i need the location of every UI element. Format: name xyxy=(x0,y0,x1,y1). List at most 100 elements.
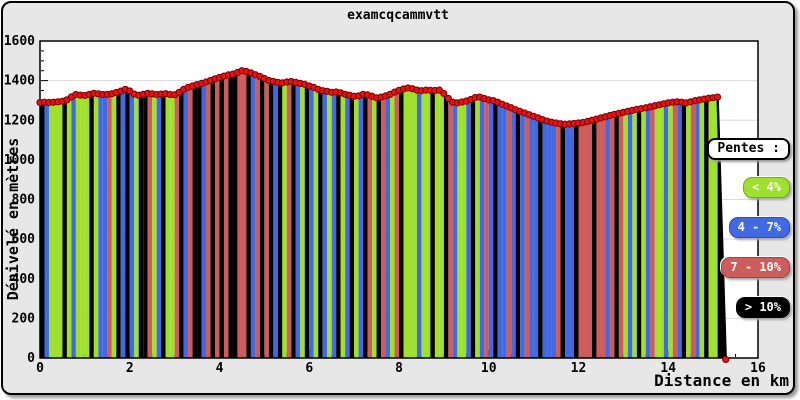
y-tick-label: 1000 xyxy=(4,153,35,168)
slope-band xyxy=(152,93,157,358)
slope-band xyxy=(497,102,503,358)
y-tick-label: 200 xyxy=(12,311,36,326)
slope-band xyxy=(273,81,278,358)
slope-band xyxy=(609,114,615,359)
slope-band xyxy=(466,99,471,359)
y-tick-label: 1400 xyxy=(4,74,35,89)
slope-band xyxy=(201,82,207,358)
x-tick-label: 8 xyxy=(395,361,403,376)
slope-band xyxy=(663,102,669,358)
slope-band xyxy=(53,101,58,358)
slope-band xyxy=(84,94,90,358)
slope-band xyxy=(376,97,382,359)
slope-band xyxy=(407,87,413,358)
slope-band xyxy=(120,89,126,358)
slope-band xyxy=(336,91,341,358)
slope-band xyxy=(363,94,368,358)
x-tick-label: 16 xyxy=(750,361,766,376)
slope-band xyxy=(138,94,144,358)
slope-band xyxy=(551,122,557,358)
slope-band xyxy=(412,88,417,359)
slope-band xyxy=(331,91,337,358)
y-axis-label: Dénivelé en mètres xyxy=(4,137,22,301)
slope-band xyxy=(354,95,359,359)
x-tick-label: 4 xyxy=(216,361,224,376)
slope-band xyxy=(686,101,691,358)
slope-band xyxy=(48,102,54,358)
slope-band xyxy=(461,101,467,359)
slope-band xyxy=(578,122,583,358)
slope-band xyxy=(511,107,516,358)
slope-band xyxy=(506,105,512,358)
slope-band xyxy=(681,102,687,358)
x-tick-label: 14 xyxy=(660,361,676,376)
data-point-marker xyxy=(440,89,448,98)
slope-band xyxy=(627,110,633,358)
slope-band xyxy=(345,94,350,358)
y-tick-label: 400 xyxy=(12,272,36,287)
slope-band xyxy=(416,90,422,358)
slope-band xyxy=(304,84,310,358)
slope-band xyxy=(654,104,660,358)
slope-band xyxy=(538,117,543,358)
slope-band xyxy=(677,101,682,358)
slope-band xyxy=(327,91,332,358)
end-point-marker xyxy=(722,355,730,364)
slope-band xyxy=(399,88,404,358)
slope-band xyxy=(596,117,601,358)
y-tick-label: 800 xyxy=(12,193,36,208)
slope-band xyxy=(488,99,494,358)
slope-band xyxy=(309,85,314,359)
slope-band xyxy=(600,116,606,358)
slope-band xyxy=(529,114,534,358)
slope-band xyxy=(322,90,328,359)
slope-band xyxy=(93,93,99,359)
slope-band xyxy=(156,94,162,358)
slope-band xyxy=(192,84,198,359)
slope-band xyxy=(89,93,94,359)
slope-band xyxy=(40,102,45,358)
slope-band xyxy=(457,102,462,359)
slope-band xyxy=(547,121,552,358)
slope-band xyxy=(695,99,700,358)
slope-band xyxy=(80,95,85,358)
slope-band xyxy=(66,96,72,358)
chart-frame: 0 200 400 600 800 1000 1200 1400 1600 0 2 4 6 8 10 12 14… xyxy=(1,1,795,395)
slope-band xyxy=(300,83,305,359)
slope-band xyxy=(197,83,202,359)
slope-band xyxy=(479,97,485,359)
slope-band xyxy=(161,93,166,359)
slope-band xyxy=(125,89,130,358)
slope-band xyxy=(340,92,346,358)
slope-band xyxy=(264,78,269,359)
x-tick-label: 0 xyxy=(36,361,44,376)
slope-band xyxy=(367,94,373,358)
slope-band xyxy=(587,120,592,358)
x-tick-label: 6 xyxy=(305,361,313,376)
slope-band xyxy=(659,103,664,358)
slope-band xyxy=(268,80,274,358)
slope-band xyxy=(210,78,216,359)
slope-band xyxy=(560,123,566,358)
slope-band xyxy=(107,93,112,359)
y-tick-label: 600 xyxy=(12,232,36,247)
slope-band xyxy=(44,102,49,358)
slope-band xyxy=(232,72,238,358)
y-tick-label: 0 xyxy=(27,351,35,366)
slope-band xyxy=(650,105,655,359)
slope-band xyxy=(165,93,171,359)
slope-band xyxy=(690,100,696,359)
x-tick-label: 12 xyxy=(571,361,587,376)
slope-band xyxy=(614,113,619,358)
slope-band xyxy=(645,106,651,358)
slope-band xyxy=(605,115,610,359)
slope-band xyxy=(565,124,570,358)
slope-band xyxy=(183,87,189,358)
slope-band xyxy=(116,91,121,359)
elevation-profile-plot: 0 200 400 600 800 1000 1200 1400 1600 0 2 4 6 8 10 12 14… xyxy=(4,34,766,376)
slope-band xyxy=(448,98,453,359)
slope-band xyxy=(134,94,139,358)
slope-band xyxy=(502,104,507,358)
slope-band xyxy=(102,94,108,358)
slope-band xyxy=(439,90,444,358)
